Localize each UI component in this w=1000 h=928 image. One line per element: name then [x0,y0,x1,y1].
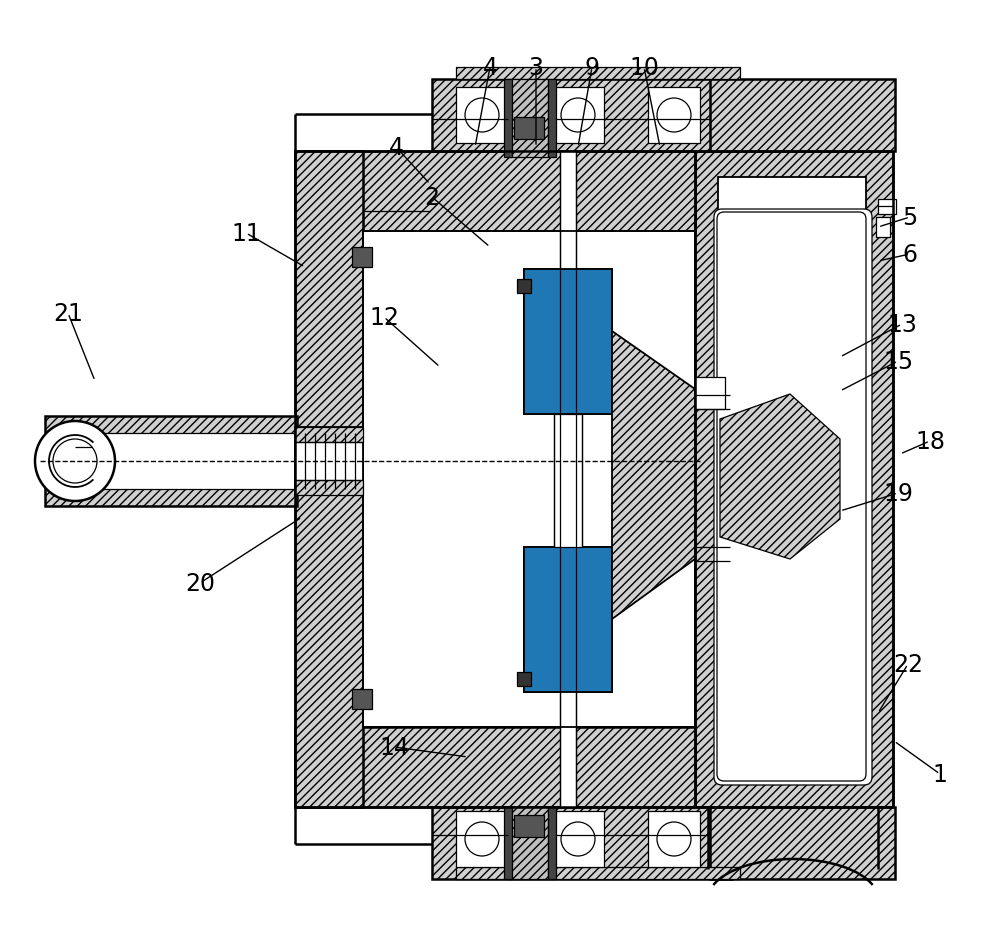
Bar [710,807,895,879]
Text: 22: 22 [893,652,923,677]
Text: 4: 4 [483,56,498,80]
Text: 1: 1 [933,762,947,786]
FancyBboxPatch shape [714,210,872,785]
Bar [432,80,732,152]
Bar [45,417,297,507]
Circle shape [53,440,97,483]
Bar [508,80,548,158]
Bar [295,481,363,496]
Bar [718,178,866,775]
Bar [524,270,612,415]
Bar [560,152,576,807]
Bar [695,152,893,807]
Text: 6: 6 [902,243,918,266]
Text: 11: 11 [231,222,261,246]
Text: 13: 13 [887,313,917,337]
Bar [524,548,612,692]
Bar [648,811,700,867]
Text: 18: 18 [915,430,945,454]
Text: 15: 15 [883,350,913,374]
Bar [295,152,695,232]
Bar [456,68,740,80]
Text: 4: 4 [389,135,404,160]
Polygon shape [612,331,695,619]
Bar [295,152,363,807]
Bar [456,867,740,879]
Bar [710,80,895,152]
Bar [524,548,612,692]
Bar [548,80,556,158]
Bar [295,728,695,807]
Text: 9: 9 [584,56,600,80]
Circle shape [657,99,691,133]
Bar [554,415,582,548]
Circle shape [561,822,595,856]
Text: 20: 20 [185,572,215,596]
Bar [504,80,512,158]
Bar [514,118,544,140]
Text: 2: 2 [425,186,440,210]
Bar [517,279,531,293]
Bar [524,270,612,415]
Polygon shape [720,394,840,560]
Bar [352,248,372,267]
Bar [695,378,725,409]
FancyBboxPatch shape [717,213,866,781]
Bar [514,815,544,837]
Circle shape [465,99,499,133]
Circle shape [35,421,115,501]
Bar [876,218,890,238]
Text: 12: 12 [369,305,399,329]
Bar [70,433,295,489]
Bar [432,807,732,879]
Bar [878,200,896,214]
Bar [295,428,363,443]
Bar [552,88,604,144]
Bar [456,88,508,144]
Bar [508,807,548,879]
Circle shape [561,99,595,133]
Bar [548,807,556,879]
Bar [352,690,372,709]
Text: 5: 5 [902,206,918,230]
Bar [552,811,604,867]
Circle shape [657,822,691,856]
Bar [295,428,363,496]
Text: 19: 19 [883,482,913,506]
Text: 21: 21 [53,302,83,326]
Text: 3: 3 [528,56,544,80]
Bar [504,807,512,879]
Bar [648,88,700,144]
Bar [517,672,531,687]
Bar [363,232,695,728]
Circle shape [465,822,499,856]
Text: 14: 14 [379,735,409,759]
Bar [456,811,508,867]
Text: 10: 10 [629,56,659,80]
